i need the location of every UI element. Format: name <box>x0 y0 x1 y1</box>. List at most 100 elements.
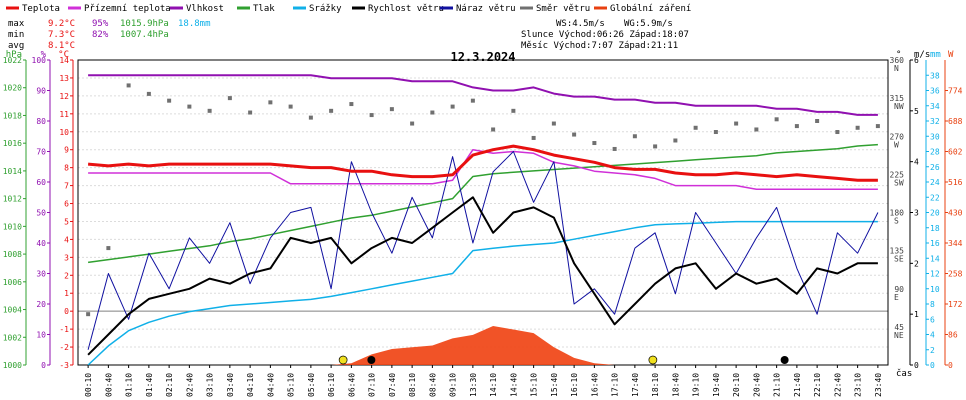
pct-axis-tick-label-0: 0 <box>41 361 46 370</box>
hpa-axis-tick-label-2: 1004 <box>3 306 22 315</box>
dir-axis-label: ° <box>896 50 901 60</box>
plot-frame <box>77 59 889 366</box>
plot-area <box>86 74 880 366</box>
stats-min-hum: 82% <box>92 30 109 40</box>
wind-dir-point-11 <box>308 115 313 120</box>
wind-dir-point-37 <box>835 130 840 135</box>
legend-label-1: Přízemní teplota <box>84 4 171 14</box>
x-tick-label-34: 21:10 <box>773 373 782 397</box>
chart-title: 12.3.2024 <box>450 50 515 64</box>
hpa-axis-label: hPa <box>6 50 22 60</box>
legend-label-8: Globální záření <box>610 4 691 14</box>
temp-axis-tick-label-8: 5 <box>64 217 69 226</box>
wind-dir-point-19 <box>470 98 475 103</box>
hpa-axis-tick-label-10: 1020 <box>3 84 22 93</box>
temp-axis-tick-label-11: 8 <box>64 164 69 173</box>
mm-axis-tick-label-13: 26 <box>930 163 940 172</box>
wind-dir-point-38 <box>855 125 860 130</box>
x-tick-label-3: 01:40 <box>145 373 154 397</box>
stats-max-temp: 9.2°C <box>48 19 75 29</box>
x-tick-label-24: 16:10 <box>570 373 579 397</box>
x-tick-label-22: 15:10 <box>530 373 539 397</box>
wm2-axis-tick-label-6: 516 <box>948 178 963 187</box>
x-tick-label-6: 03:10 <box>206 373 215 397</box>
dir-tick-name-7: N <box>894 64 899 73</box>
wind-dir-point-1 <box>106 246 111 251</box>
stats-max-rain: 18.8mm <box>178 19 211 29</box>
wind-dir-point-24 <box>572 132 577 137</box>
series-humidity <box>88 74 878 116</box>
stats-min-label: min <box>8 30 24 40</box>
x-tick-label-23: 15:40 <box>550 373 559 397</box>
mm-axis-label: mm <box>930 50 941 60</box>
mm-axis-tick-label-7: 14 <box>930 254 940 263</box>
mm-axis-tick-label-15: 30 <box>930 132 940 141</box>
temp-axis-tick-label-3: 0 <box>64 307 69 316</box>
moonrise-marker <box>367 356 376 364</box>
wind-dir-point-6 <box>207 108 212 113</box>
x-tick-label-16: 08:10 <box>408 373 417 397</box>
x-tick-label-5: 02:40 <box>185 373 194 397</box>
wind-dir-point-4 <box>167 98 172 103</box>
wm2-axis-tick-label-7: 602 <box>948 148 963 157</box>
wind-dir-point-33 <box>754 127 759 132</box>
wind-dir-point-16 <box>410 121 415 126</box>
x-tick-label-12: 06:10 <box>327 373 336 397</box>
temp-axis-tick-label-16: 13 <box>59 74 69 83</box>
wind-dir-point-10 <box>288 104 293 109</box>
x-axis: 00:10 00:40 01:10 01:40 02:10 02:40 03:10 03:40… <box>84 365 912 397</box>
stats-min-press: 1007.4hPa <box>120 30 169 40</box>
wind-dir-point-9 <box>268 100 273 105</box>
temp-axis-tick-label-5: 2 <box>64 271 69 280</box>
wind-dir-point-28 <box>653 144 658 149</box>
wind-dir-point-5 <box>187 104 192 109</box>
dir-tick-deg-1: 90 <box>894 285 904 294</box>
wind-dir-point-13 <box>349 102 354 107</box>
wm2-axis-tick-label-4: 344 <box>948 239 963 248</box>
mm-axis-tick-label-9: 18 <box>930 224 940 233</box>
sunrise-marker <box>338 355 348 365</box>
temp-axis-tick-label-14: 11 <box>59 110 69 119</box>
mm-axis-tick-label-3: 6 <box>930 315 935 324</box>
pct-axis-tick-label-5: 50 <box>36 209 46 218</box>
x-tick-label-18: 09:10 <box>449 373 458 397</box>
x-tick-label-17: 08:40 <box>428 373 437 397</box>
mm-axis-tick-label-10: 20 <box>930 209 940 218</box>
mm-axis-tick-label-14: 28 <box>930 148 940 157</box>
hpa-axis-tick-label-11: 1022 <box>3 56 22 65</box>
x-tick-label-39: 23:40 <box>874 373 883 397</box>
dir-tick-deg-5: 270 <box>890 132 905 141</box>
ms-axis-tick-label-5: 5 <box>914 107 919 116</box>
x-tick-label-35: 21:40 <box>793 373 802 397</box>
temp-axis-tick-label-7: 4 <box>64 235 69 244</box>
stats-min-temp: 7.3°C <box>48 30 75 40</box>
ms-axis-tick-label-0: 0 <box>914 361 919 370</box>
legend-label-5: Rychlost větru <box>368 4 444 14</box>
wind-dir-point-32 <box>734 121 739 126</box>
mm-axis-tick-label-4: 8 <box>930 300 935 309</box>
stats-max-hum: 95% <box>92 19 109 29</box>
x-tick-label-1: 00:40 <box>104 373 113 397</box>
temp-axis-tick-label-0: -3 <box>59 361 69 370</box>
hpa-axis-tick-label-1: 1002 <box>3 333 22 342</box>
dir-tick-name-1: E <box>894 293 899 302</box>
series-radiation-area <box>88 326 878 365</box>
wm2-axis-tick-label-0: 0 <box>948 361 953 370</box>
x-tick-label-33: 20:40 <box>752 373 761 397</box>
pct-axis-tick-label-4: 40 <box>36 239 46 248</box>
ms-axis-tick-label-2: 2 <box>914 259 919 268</box>
dir-tick-name-0: NE <box>894 331 904 340</box>
temp-axis-tick-label-15: 12 <box>59 92 69 101</box>
pct-axis-tick-label-7: 70 <box>36 148 46 157</box>
legend-label-4: Srážky <box>309 4 342 14</box>
temp-axis-tick-label-1: -2 <box>59 343 69 352</box>
x-tick-label-10: 05:10 <box>287 373 296 397</box>
mm-axis-tick-label-12: 24 <box>930 178 940 187</box>
x-tick-label-15: 07:40 <box>388 373 397 397</box>
moonset-marker <box>780 356 789 364</box>
pct-axis-tick-label-8: 80 <box>36 117 46 126</box>
wind-dir-point-22 <box>531 135 536 140</box>
wind-dir-point-21 <box>511 108 516 113</box>
dir-tick-name-5: W <box>894 140 899 149</box>
